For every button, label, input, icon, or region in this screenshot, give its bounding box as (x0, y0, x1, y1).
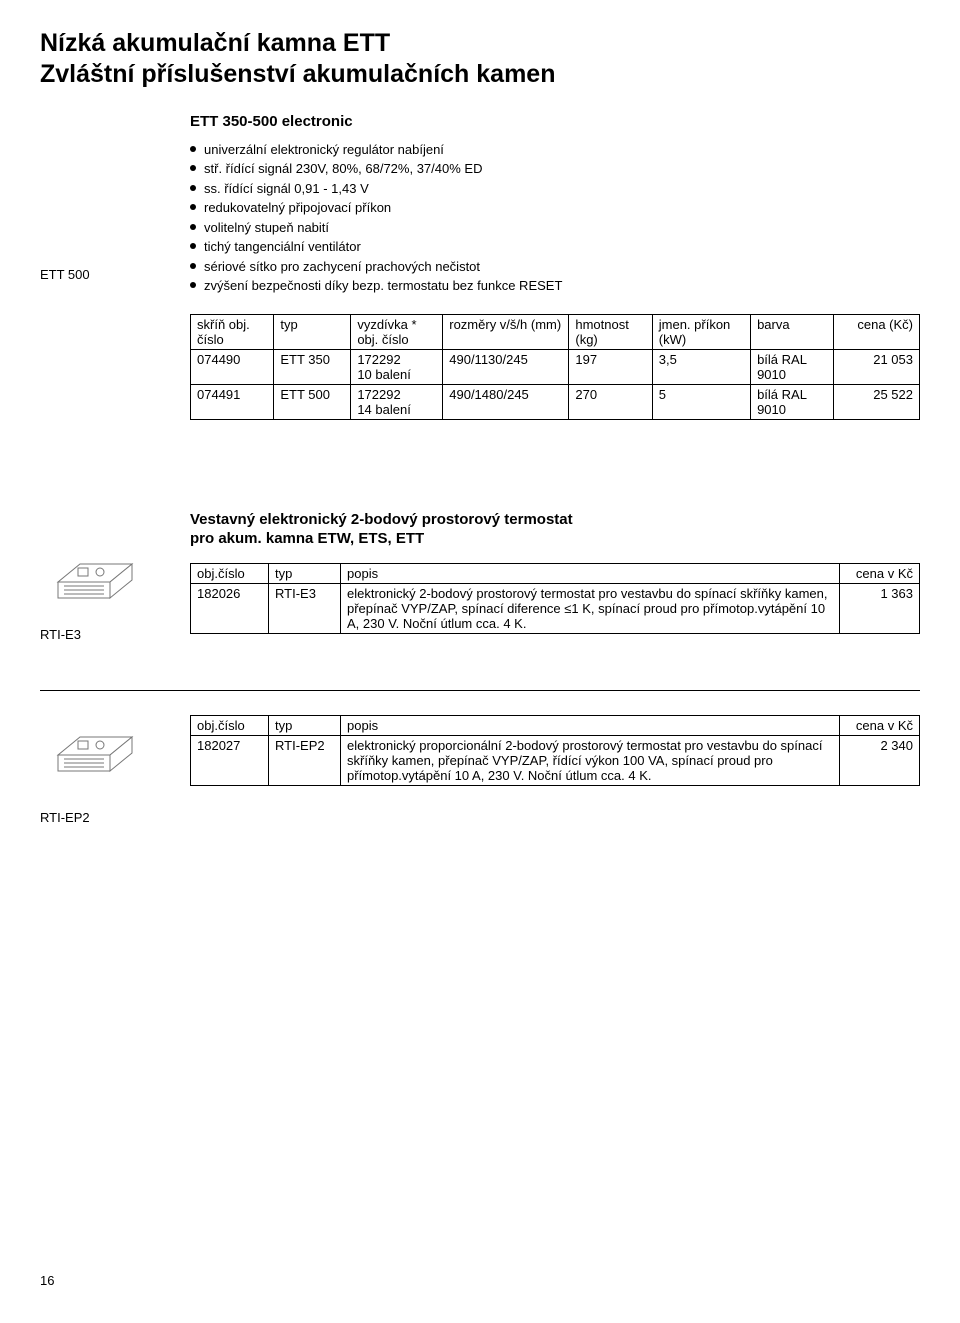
table-header: typ (274, 314, 351, 349)
bullet-item: sériové sítko pro zachycení prachových n… (190, 257, 920, 277)
table-header: hmotnost (kg) (569, 314, 652, 349)
table-cell: 197 (569, 349, 652, 384)
bullet-item: univerzální elektronický regulátor nabíj… (190, 140, 920, 160)
table-header: popis (341, 715, 840, 735)
section1-label: ETT 500 (40, 267, 190, 282)
bullet-item: ss. řídící signál 0,91 - 1,43 V (190, 179, 920, 199)
section2-label: RTI-E3 (40, 627, 190, 642)
table-header: typ (269, 715, 341, 735)
page-title: Nízká akumulační kamna ETT Zvláštní přís… (40, 28, 920, 91)
bullet-item: volitelný stupeň nabití (190, 218, 920, 238)
table-header: vyzdívka * obj. číslo (351, 314, 443, 349)
table-header: cena (Kč) (834, 314, 920, 349)
bullet-item: stř. řídící signál 230V, 80%, 68/72%, 37… (190, 159, 920, 179)
table-cell: 270 (569, 384, 652, 419)
table-row: 182027RTI-EP2elektronický proporcionální… (191, 735, 920, 785)
thermostat-icon (40, 546, 150, 606)
table-cell: bílá RAL 9010 (751, 349, 834, 384)
table-cell: 490/1480/245 (443, 384, 569, 419)
section-ett: ETT 500 ETT 350-500 electronic univerzál… (40, 113, 920, 420)
section1-subhead: ETT 350-500 electronic (190, 113, 920, 130)
table-header: obj.číslo (191, 563, 269, 583)
table-cell: ETT 350 (274, 349, 351, 384)
table-header: cena v Kč (840, 563, 920, 583)
bullet-item: zvýšení bezpečnosti díky bezp. termostat… (190, 276, 920, 296)
table-cell: 490/1130/245 (443, 349, 569, 384)
table-cell: 21 053 (834, 349, 920, 384)
table-row: 074490ETT 350172292 10 balení490/1130/24… (191, 349, 920, 384)
thermostat-icon (40, 719, 150, 779)
table-cell: 5 (652, 384, 750, 419)
table-header: typ (269, 563, 341, 583)
table-header: obj.číslo (191, 715, 269, 735)
bullet-item: redukovatelný připojovací příkon (190, 198, 920, 218)
table-cell: bílá RAL 9010 (751, 384, 834, 419)
table-cell: 172292 14 balení (351, 384, 443, 419)
table-cell: 3,5 (652, 349, 750, 384)
table-cell: 25 522 (834, 384, 920, 419)
section1-bullets: univerzální elektronický regulátor nabíj… (190, 140, 920, 296)
table-cell: 172292 10 balení (351, 349, 443, 384)
table-cell: 182027 (191, 735, 269, 785)
divider (40, 690, 920, 691)
table-cell: RTI-EP2 (269, 735, 341, 785)
title-line-2: Zvláštní příslušenství akumulačních kame… (40, 60, 555, 88)
table-cell: 074491 (191, 384, 274, 419)
table-header: skříň obj. číslo (191, 314, 274, 349)
table-cell: 2 340 (840, 735, 920, 785)
table-header: cena v Kč (840, 715, 920, 735)
section-rti-ep2: RTI-EP2 obj.číslotyppopiscena v Kč182027… (40, 715, 920, 825)
table-cell: elektronický proporcionální 2-bodový pro… (341, 735, 840, 785)
table-header: jmen. příkon (kW) (652, 314, 750, 349)
section3-table: obj.číslotyppopiscena v Kč182027RTI-EP2e… (190, 715, 920, 786)
table-cell: 074490 (191, 349, 274, 384)
table-header: popis (341, 563, 840, 583)
table-cell: RTI-E3 (269, 583, 341, 633)
section2-table: obj.číslotyppopiscena v Kč182026RTI-E3el… (190, 563, 920, 634)
title-line-1: Nízká akumulační kamna ETT (40, 29, 390, 57)
table-header: rozměry v/š/h (mm) (443, 314, 569, 349)
table-cell: 1 363 (840, 583, 920, 633)
section3-label: RTI-EP2 (40, 810, 190, 825)
section-rti-e3: RTI-E3 Vestavný elektronický 2-bodový pr… (40, 510, 920, 642)
bullet-item: tichý tangenciální ventilátor (190, 237, 920, 257)
table-row: 182026RTI-E3elektronický 2-bodový prosto… (191, 583, 920, 633)
section1-table: skříň obj. číslotypvyzdívka * obj. číslo… (190, 314, 920, 420)
section2-subhead: Vestavný elektronický 2-bodový prostorov… (190, 510, 920, 549)
table-cell: ETT 500 (274, 384, 351, 419)
table-cell: 182026 (191, 583, 269, 633)
page-number: 16 (40, 1273, 54, 1288)
table-header: barva (751, 314, 834, 349)
table-row: 074491ETT 500172292 14 balení490/1480/24… (191, 384, 920, 419)
table-cell: elektronický 2-bodový prostorový termost… (341, 583, 840, 633)
